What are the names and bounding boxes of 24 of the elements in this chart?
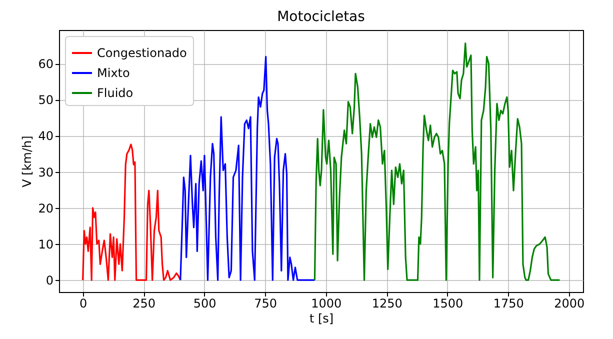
y-tick-label: 40 [38,129,54,144]
legend-label: Fluido [97,86,134,100]
y-tick-label: 60 [38,57,54,72]
x-tick-label: 500 [193,296,216,310]
legend-label: Congestionado [97,46,187,60]
x-tick-label: 1500 [432,296,464,310]
chart-title: Motocicletas [277,9,365,25]
x-tick-label: 250 [132,296,156,310]
y-tick-label: 0 [46,274,54,288]
x-tick-label: 1250 [372,296,402,310]
x-axis-title: t [s] [309,312,334,326]
x-tick-label: 0 [80,296,88,310]
line-series [314,42,560,281]
y-tick-label: 50 [38,93,54,108]
x-tick-label: 750 [254,296,278,310]
x-tick-label: 1750 [493,296,524,310]
y-axis-title: V [km/h] [20,136,34,188]
legend-label: Mixto [97,66,130,80]
line-series [82,144,182,281]
x-tick-label: 2000 [554,296,585,310]
x-tick-label: 1000 [311,296,342,310]
y-tick-label: 20 [38,201,54,216]
y-tick-label: 30 [38,165,54,180]
y-tick-label: 10 [38,238,54,252]
